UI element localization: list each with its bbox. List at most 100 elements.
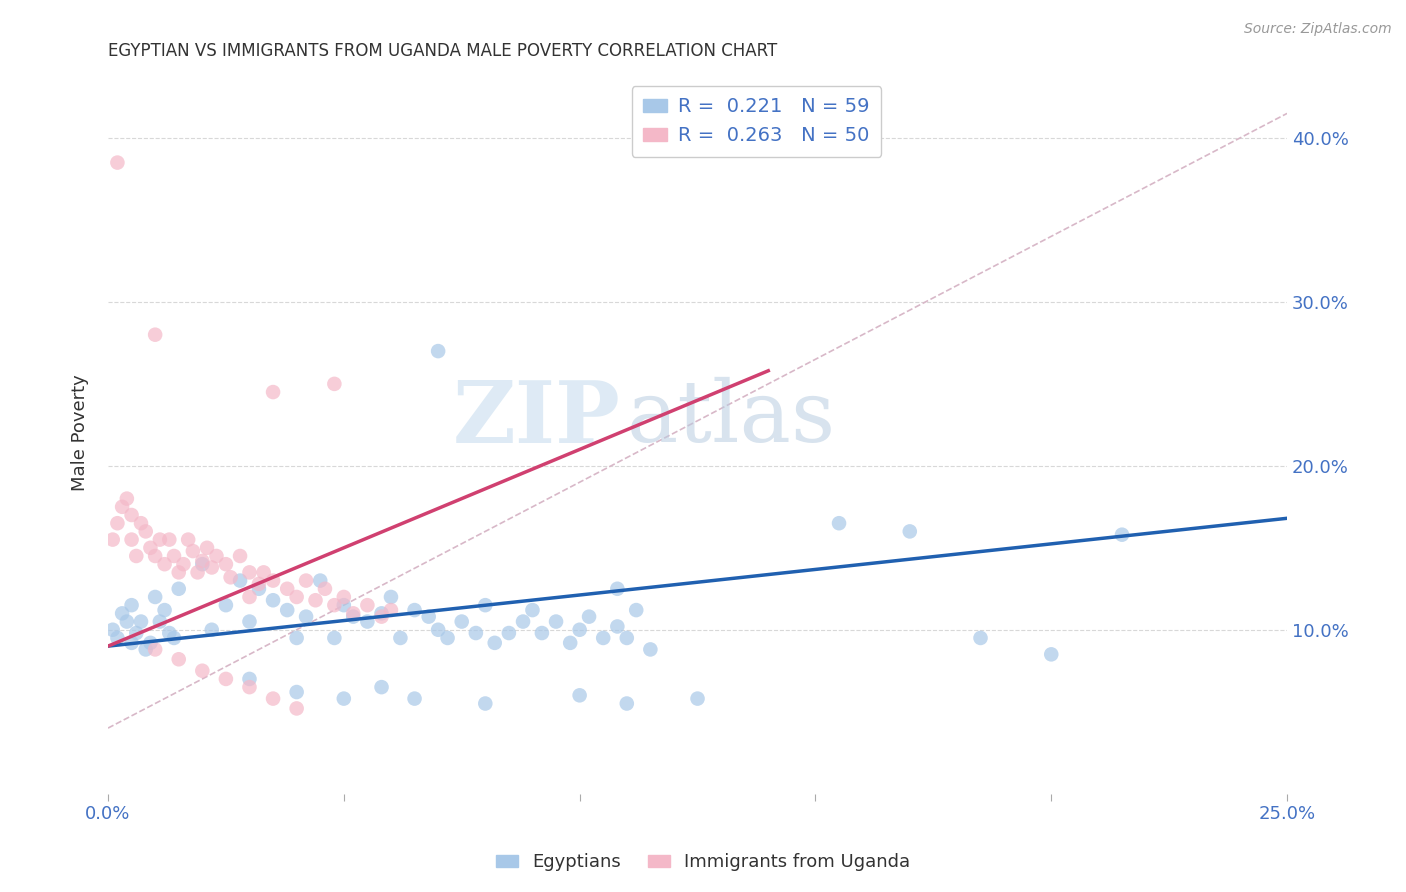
Point	[187, 566, 209, 580]
Point	[191, 554, 214, 568]
Point	[295, 609, 318, 624]
Point	[262, 574, 284, 588]
Point	[139, 541, 162, 555]
Point	[149, 533, 172, 547]
Point	[427, 623, 450, 637]
Point	[592, 631, 614, 645]
Point	[107, 631, 129, 645]
Point	[121, 636, 143, 650]
Point	[125, 626, 148, 640]
Point	[898, 524, 921, 539]
Point	[262, 593, 284, 607]
Point	[219, 570, 242, 584]
Text: Source: ZipAtlas.com: Source: ZipAtlas.com	[1244, 22, 1392, 37]
Point	[101, 533, 124, 547]
Point	[568, 623, 591, 637]
Point	[121, 508, 143, 522]
Point	[498, 626, 520, 640]
Point	[107, 516, 129, 531]
Point	[544, 615, 567, 629]
Point	[253, 566, 276, 580]
Point	[285, 590, 308, 604]
Point	[121, 533, 143, 547]
Point	[323, 376, 346, 391]
Point	[167, 582, 190, 596]
Point	[404, 603, 426, 617]
Point	[484, 636, 506, 650]
Point	[172, 557, 194, 571]
Point	[167, 566, 190, 580]
Point	[606, 619, 628, 633]
Point	[157, 626, 180, 640]
Point	[380, 603, 402, 617]
Point	[149, 615, 172, 629]
Point	[153, 557, 176, 571]
Point	[247, 582, 270, 596]
Point	[370, 609, 392, 624]
Point	[201, 560, 224, 574]
Point	[474, 697, 496, 711]
Point	[276, 582, 298, 596]
Point	[143, 327, 166, 342]
Point	[262, 385, 284, 400]
Point	[342, 607, 364, 621]
Point	[101, 623, 124, 637]
Point	[530, 626, 553, 640]
Point	[285, 701, 308, 715]
Y-axis label: Male Poverty: Male Poverty	[72, 375, 89, 491]
Point	[167, 652, 190, 666]
Point	[153, 603, 176, 617]
Point	[969, 631, 991, 645]
Point	[356, 615, 378, 629]
Point	[356, 598, 378, 612]
Point	[578, 609, 600, 624]
Point	[125, 549, 148, 563]
Point	[626, 603, 648, 617]
Legend: R =  0.221   N = 59, R =  0.263   N = 50: R = 0.221 N = 59, R = 0.263 N = 50	[631, 86, 882, 157]
Point	[370, 680, 392, 694]
Point	[828, 516, 851, 531]
Point	[380, 590, 402, 604]
Point	[436, 631, 458, 645]
Point	[205, 549, 228, 563]
Point	[201, 623, 224, 637]
Point	[215, 598, 238, 612]
Point	[640, 642, 662, 657]
Point	[238, 566, 260, 580]
Point	[304, 593, 326, 607]
Point	[616, 697, 638, 711]
Point	[143, 590, 166, 604]
Point	[238, 590, 260, 604]
Point	[450, 615, 472, 629]
Point	[238, 615, 260, 629]
Point	[107, 155, 129, 169]
Point	[418, 609, 440, 624]
Point	[157, 533, 180, 547]
Point	[163, 549, 186, 563]
Point	[309, 574, 332, 588]
Point	[191, 664, 214, 678]
Point	[568, 689, 591, 703]
Point	[262, 691, 284, 706]
Point	[143, 642, 166, 657]
Point	[333, 598, 356, 612]
Point	[686, 691, 709, 706]
Point	[427, 344, 450, 359]
Point	[181, 544, 204, 558]
Point	[314, 582, 336, 596]
Point	[404, 691, 426, 706]
Point	[135, 642, 157, 657]
Text: ZIP: ZIP	[453, 376, 621, 460]
Point	[247, 577, 270, 591]
Point	[115, 491, 138, 506]
Point	[115, 615, 138, 629]
Point	[195, 541, 218, 555]
Point	[1040, 648, 1063, 662]
Point	[177, 533, 200, 547]
Point	[215, 557, 238, 571]
Point	[285, 685, 308, 699]
Point	[111, 607, 134, 621]
Point	[323, 631, 346, 645]
Point	[606, 582, 628, 596]
Point	[143, 549, 166, 563]
